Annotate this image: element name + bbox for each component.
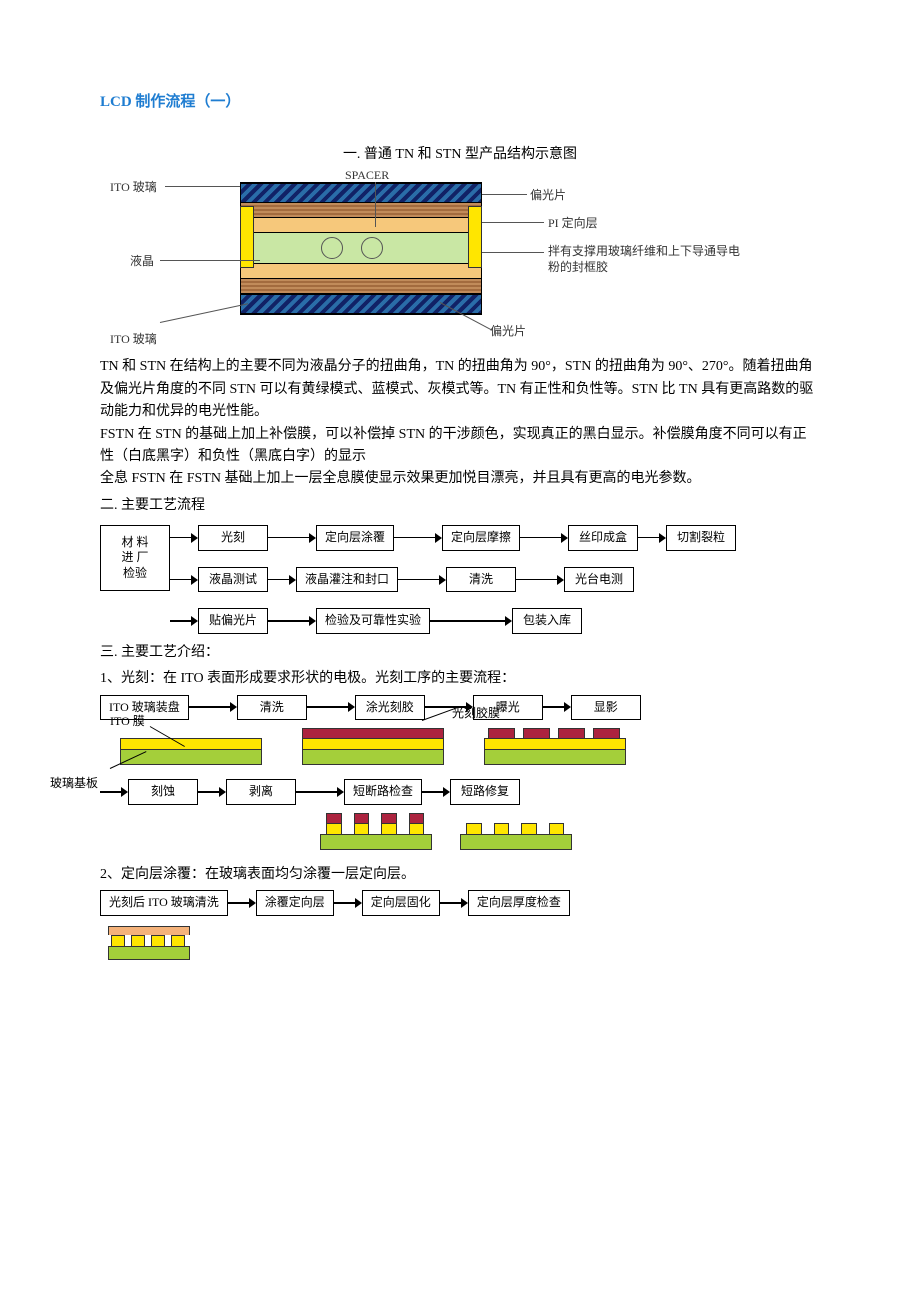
- label-pol-bot: 偏光片: [490, 322, 526, 341]
- arrow-icon: [170, 616, 198, 626]
- flow-box: 清洗: [446, 567, 516, 593]
- flow-box: 刻蚀: [128, 779, 198, 805]
- flow-box: 光刻: [198, 525, 268, 551]
- arrow-icon: [334, 898, 362, 908]
- paragraph-1: TN 和 STN 在结构上的主要不同为液晶分子的扭曲角，TN 的扭曲角为 90°…: [100, 356, 820, 423]
- label-ito-top: ITO 玻璃: [110, 178, 157, 197]
- arrow-icon: [543, 702, 571, 712]
- arrow-icon: [430, 616, 512, 626]
- flow-pi-row: 光刻后 ITO 玻璃清洗 涂覆定向层 定向层固化 定向层厚度检查: [100, 890, 820, 916]
- section3-title: 三. 主要工艺介绍：: [100, 642, 820, 664]
- arrow-icon: [228, 898, 256, 908]
- litho-develop: [484, 728, 626, 765]
- lead-seal: [482, 252, 544, 253]
- litho-clean: ITO 膜 玻璃基板: [120, 738, 262, 765]
- arrow-icon: [198, 787, 226, 797]
- flow-start-box: 材 料 进 厂 检验: [100, 525, 170, 591]
- layer-top-glass: [241, 183, 481, 203]
- flow-box: 丝印成盒: [568, 525, 638, 551]
- arrow-icon: [268, 575, 296, 585]
- arrow-icon: [638, 533, 666, 543]
- seal-left: [240, 206, 254, 268]
- layer-polarizer-bot: [241, 279, 481, 294]
- section1-title: 一. 普通 TN 和 STN 型产品结构示意图: [100, 144, 820, 166]
- lead-ito-bot: [160, 304, 248, 324]
- flow-box: 贴偏光片: [198, 608, 268, 634]
- arrow-icon: [189, 702, 237, 712]
- label-seal: 拌有支撑用玻璃纤维和上下导通导电粉的封框胶: [548, 244, 748, 275]
- flow-box: 光刻后 ITO 玻璃清洗: [100, 890, 228, 916]
- flow-box: 涂覆定向层: [256, 890, 334, 916]
- arrow-icon: [422, 787, 450, 797]
- arrow-icon: [516, 575, 564, 585]
- flow-box: 定向层厚度检查: [468, 890, 570, 916]
- litho-diagrams-1: ITO 膜 玻璃基板 光刻胶膜: [120, 728, 820, 765]
- layer-liquid-crystal: [241, 233, 481, 264]
- label-lc: 液晶: [130, 252, 154, 271]
- arrow-icon: [170, 533, 198, 543]
- label-glass-sub: 玻璃基板: [50, 774, 98, 793]
- arrow-icon: [520, 533, 568, 543]
- flow-box: 液晶灌注和封口: [296, 567, 398, 593]
- flow-box: 短路修复: [450, 779, 520, 805]
- layer-pi-top: [241, 218, 481, 233]
- layer-pi-bot: [241, 264, 481, 279]
- flow-main-row2: 液晶测试 液晶灌注和封口 清洗 光台电测: [170, 567, 820, 593]
- lead-spacer: [375, 182, 376, 227]
- structure-diagram: SPACER ITO 玻璃 偏光片 PI 定向层 拌有支撑用玻璃纤维和上下导通导…: [100, 172, 800, 352]
- label-pol-top: 偏光片: [530, 186, 566, 205]
- label-pi: PI 定向层: [548, 214, 598, 233]
- page-title: LCD 制作流程（一）: [100, 90, 820, 114]
- flow-box: 切割裂粒: [666, 525, 736, 551]
- flow-box: 液晶测试: [198, 567, 268, 593]
- flow-box: 显影: [571, 695, 641, 721]
- flow-box: 短断路检查: [344, 779, 422, 805]
- paragraph-2: FSTN 在 STN 的基础上加上补偿膜，可以补偿掉 STN 的干涉颜色，实现真…: [100, 424, 820, 469]
- layer-polarizer-top: [241, 203, 481, 218]
- arrow-icon: [398, 575, 446, 585]
- arrow-icon: [296, 787, 344, 797]
- step1-title: 1、光刻：在 ITO 表面形成要求形状的电极。光刻工序的主要流程：: [100, 668, 820, 690]
- flow-box: 定向层固化: [362, 890, 440, 916]
- flow-box: 清洗: [237, 695, 307, 721]
- section2-title: 二. 主要工艺流程: [100, 495, 820, 517]
- lead-pi: [482, 222, 544, 223]
- arrow-icon: [307, 702, 355, 712]
- pi-coated-diagram: [108, 926, 190, 960]
- arrow-icon: [100, 787, 128, 797]
- label-ito-film: ITO 膜: [110, 712, 145, 731]
- arrow-icon: [394, 533, 442, 543]
- flow-box: 检验及可靠性实验: [316, 608, 430, 634]
- flow-box: 包装入库: [512, 608, 582, 634]
- label-spacer: SPACER: [345, 166, 389, 185]
- lead-lc: [160, 260, 260, 261]
- flow-main-row1: 光刻 定向层涂覆 定向层摩擦 丝印成盒 切割裂粒: [170, 525, 820, 551]
- litho-etch: [320, 813, 430, 850]
- seal-right: [468, 206, 482, 268]
- label-ito-bot: ITO 玻璃: [110, 330, 157, 349]
- lead-pol-top: [482, 194, 527, 195]
- litho-coated: 光刻胶膜: [302, 728, 444, 765]
- flow-litho-row2: 刻蚀 剥离 短断路检查 短路修复: [100, 779, 820, 805]
- arrow-icon: [170, 575, 198, 585]
- arrow-icon: [268, 616, 316, 626]
- flow-box: 涂光刻胶: [355, 695, 425, 721]
- step2-title: 2、定向层涂覆：在玻璃表面均匀涂覆一层定向层。: [100, 864, 820, 886]
- arrow-icon: [268, 533, 316, 543]
- flow-main-row3: 贴偏光片 检验及可靠性实验 包装入库: [170, 608, 820, 634]
- paragraph-3: 全息 FSTN 在 FSTN 基础上加上一层全息膜使显示效果更加悦目漂亮，并且具…: [100, 468, 820, 490]
- flow-box: 定向层摩擦: [442, 525, 520, 551]
- litho-strip: [460, 823, 570, 850]
- lead-ito-top: [165, 186, 240, 187]
- flow-box: 光台电测: [564, 567, 634, 593]
- flow-box: 定向层涂覆: [316, 525, 394, 551]
- arrow-icon: [440, 898, 468, 908]
- flow-box: 剥离: [226, 779, 296, 805]
- lcd-stack: [240, 182, 482, 315]
- litho-diagrams-2: [320, 813, 820, 850]
